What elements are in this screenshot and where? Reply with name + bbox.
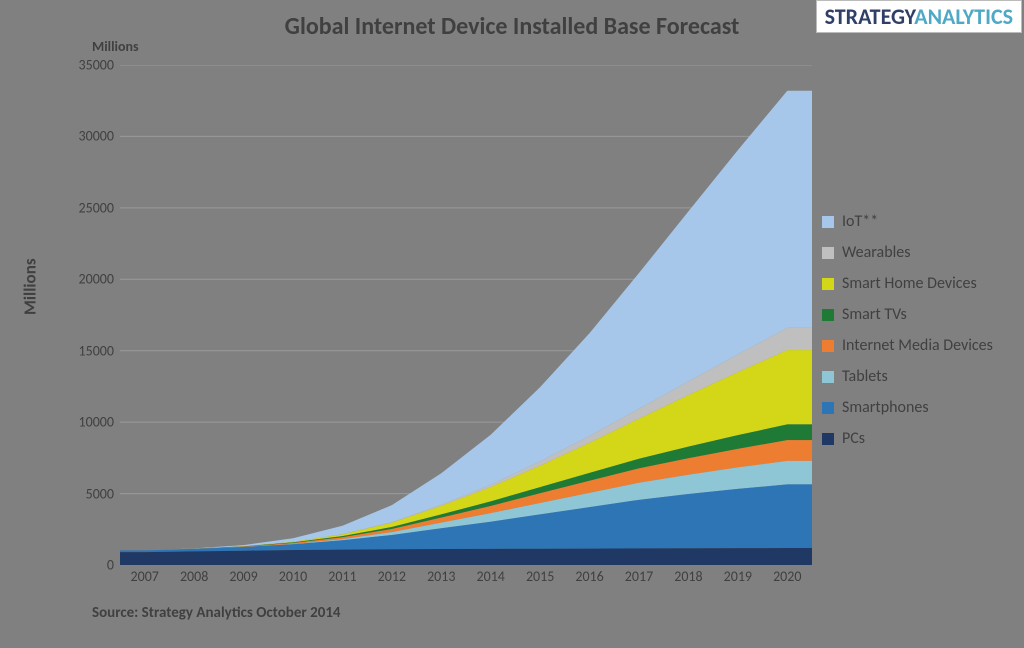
- legend-item-wear: Wearables: [822, 243, 993, 262]
- y-tick: 20000: [79, 271, 114, 288]
- x-tick: 2015: [526, 568, 554, 585]
- y-tick: 25000: [79, 199, 114, 216]
- source-text: Source: Strategy Analytics October 2014: [92, 604, 341, 622]
- x-tick: 2012: [378, 568, 406, 585]
- y-axis-label: Millions: [20, 258, 41, 315]
- legend-item-smartphones: Smartphones: [822, 398, 993, 417]
- brand-logo: STRATEGYANALYTICS: [816, 0, 1022, 33]
- legend-item-pcs: PCs: [822, 429, 993, 448]
- y-tick: 15000: [79, 342, 114, 359]
- x-tick: 2018: [674, 568, 702, 585]
- legend-label: Smart Home Devices: [842, 274, 977, 293]
- y-unit-label: Millions: [92, 38, 139, 55]
- x-tick: 2010: [279, 568, 307, 585]
- x-tick: 2020: [773, 568, 801, 585]
- legend-swatch: [822, 309, 834, 321]
- logo-word-1: STRATEGY: [825, 3, 915, 30]
- y-axis-ticks: 05000100001500020000250003000035000: [72, 65, 116, 565]
- x-tick: 2008: [180, 568, 208, 585]
- y-tick: 35000: [79, 57, 114, 74]
- x-tick: 2013: [427, 568, 455, 585]
- legend-item-shd: Smart Home Devices: [822, 274, 993, 293]
- legend-label: PCs: [842, 429, 865, 448]
- legend-label: Tablets: [842, 367, 888, 386]
- stacked-area-chart: [120, 65, 812, 565]
- legend-label: Internet Media Devices: [842, 336, 993, 355]
- legend-label: Smart TVs: [842, 305, 907, 324]
- legend-swatch: [822, 433, 834, 445]
- legend-swatch: [822, 216, 834, 228]
- legend: IoT** Wearables Smart Home Devices Smart TV…: [822, 200, 993, 460]
- x-tick: 2009: [229, 568, 257, 585]
- legend-swatch: [822, 278, 834, 290]
- legend-item-stv: Smart TVs: [822, 305, 993, 324]
- x-tick: 2014: [477, 568, 505, 585]
- y-tick: 30000: [79, 128, 114, 145]
- x-tick: 2017: [625, 568, 653, 585]
- logo-word-2: ANALYTICS: [914, 3, 1013, 30]
- x-tick: 2007: [131, 568, 159, 585]
- x-tick: 2016: [575, 568, 603, 585]
- legend-item-tablets: Tablets: [822, 367, 993, 386]
- y-tick: 0: [107, 557, 114, 574]
- x-tick: 2011: [328, 568, 356, 585]
- y-tick: 5000: [86, 485, 114, 502]
- legend-item-iot: IoT**: [822, 212, 993, 231]
- legend-label: Wearables: [842, 243, 910, 262]
- legend-swatch: [822, 371, 834, 383]
- legend-swatch: [822, 402, 834, 414]
- legend-label: IoT**: [842, 212, 878, 231]
- legend-label: Smartphones: [842, 398, 929, 417]
- x-tick: 2019: [724, 568, 752, 585]
- legend-item-imd: Internet Media Devices: [822, 336, 993, 355]
- legend-swatch: [822, 247, 834, 259]
- y-tick: 10000: [79, 414, 114, 431]
- legend-swatch: [822, 340, 834, 352]
